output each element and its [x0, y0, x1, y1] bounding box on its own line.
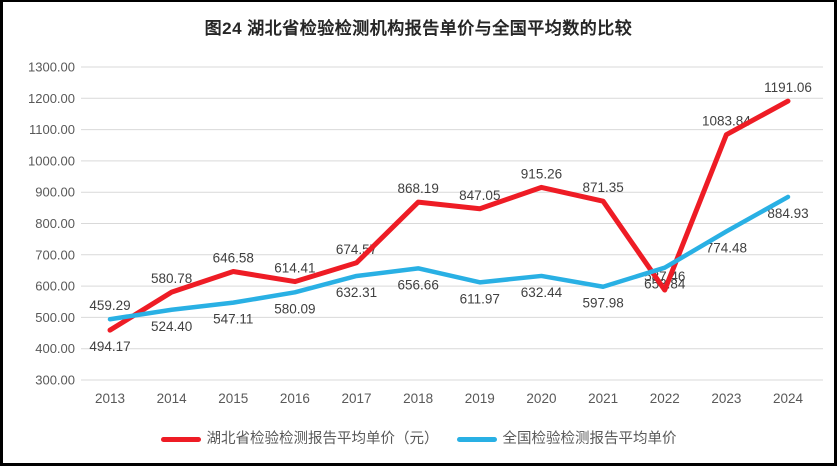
x-axis-tick-label: 2013: [95, 391, 125, 406]
chart-title: 图24 湖北省检验检测机构报告单价与全国平均数的比较: [204, 19, 633, 38]
y-axis-tick-label: 500.00: [35, 310, 75, 325]
data-label-hubei: 868.19: [398, 181, 439, 196]
y-axis-tick-label: 1300.00: [28, 60, 75, 75]
x-axis-tick-label: 2024: [773, 391, 804, 406]
hubei-line-swatch: [160, 436, 201, 442]
series-line-national: [107, 194, 791, 322]
data-label-hubei: 1191.06: [764, 80, 812, 95]
x-axis-tick-label: 2018: [403, 391, 433, 406]
legend-label-national: 全国检验检测报告平均单价: [502, 431, 677, 447]
data-label-hubei: 871.35: [582, 180, 623, 195]
x-axis-tick-label: 2021: [588, 391, 618, 406]
y-axis-tick-label: 1100.00: [29, 122, 75, 137]
line-chart: 1300.00 1200.00 1100.00 1000.00 900.00 800.00…: [28, 60, 823, 406]
data-label-national: 547.11: [213, 312, 253, 327]
x-axis-tick-label: 2022: [650, 391, 680, 406]
data-label-hubei: 580.78: [151, 271, 192, 286]
x-axis-tick-label: 2017: [342, 391, 372, 406]
x-axis-tick-label: 2014: [157, 391, 188, 406]
x-axis-tick-label: 2020: [526, 391, 556, 406]
data-label-national: 774.48: [706, 240, 747, 255]
data-label-national: 884.93: [767, 206, 808, 221]
legend-label-hubei: 湖北省检验检测报告平均单价（元）: [206, 431, 439, 447]
y-axis-tick-label: 1200.00: [28, 91, 75, 106]
legend-item-national: 全国检验检测报告平均单价: [456, 431, 677, 447]
data-label-hubei: 614.41: [274, 261, 315, 276]
y-axis-tick-label: 600.00: [35, 279, 75, 294]
data-label-hubei: 915.26: [521, 166, 562, 181]
data-label-national: 580.09: [274, 301, 315, 316]
data-label-hubei: 847.05: [459, 188, 500, 203]
data-label-hubei: 1083.84: [702, 114, 751, 129]
series-line-hubei: [107, 98, 791, 333]
data-label-national: 597.98: [582, 296, 623, 311]
x-axis-tick-label: 2023: [711, 391, 741, 406]
data-label-hubei: 646.58: [213, 251, 254, 266]
y-axis-tick-label: 300.00: [35, 373, 75, 388]
data-label-national: 611.97: [460, 291, 500, 306]
national-line-swatch: [456, 436, 497, 442]
x-axis-tick-label: 2019: [465, 391, 495, 406]
data-label-national: 524.40: [151, 319, 192, 334]
data-label-national: 632.44: [521, 285, 563, 300]
y-axis-tick-label: 1000.00: [28, 153, 75, 168]
chart-legend: 湖北省检验检测报告平均单价（元） 全国检验检测报告平均单价: [3, 432, 834, 447]
x-axis-tick-label: 2016: [280, 391, 310, 406]
y-axis-tick-label: 800.00: [35, 216, 75, 231]
y-axis-tick-label: 400.00: [35, 341, 75, 356]
legend-item-hubei: 湖北省检验检测报告平均单价（元）: [160, 431, 439, 447]
data-label-national: 459.29: [89, 298, 130, 313]
x-axis-tick-label: 2015: [218, 391, 248, 406]
data-label-national: 656.66: [398, 277, 439, 292]
data-label-hubei: 494.17: [89, 339, 130, 354]
y-axis-tick-label: 900.00: [35, 185, 75, 200]
y-axis-tick-label: 700.00: [35, 247, 75, 262]
data-label-national: 632.31: [336, 285, 377, 300]
